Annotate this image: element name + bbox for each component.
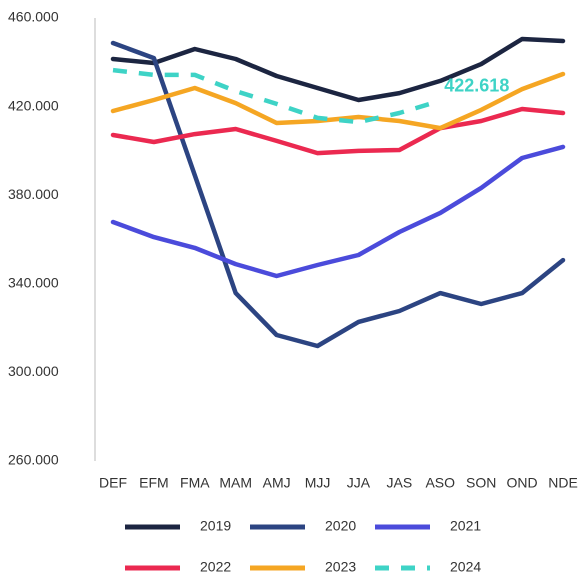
y-tick-label: 460.000 (8, 9, 59, 25)
x-tick-label: DEF (99, 475, 127, 491)
series-line (110, 36, 566, 103)
x-tick-label: OND (507, 475, 538, 491)
x-tick-label: FMA (180, 475, 210, 491)
y-tick-label: 420.000 (8, 97, 59, 113)
series-line (110, 106, 566, 156)
x-tick-label: SON (466, 475, 496, 491)
legend-label: 2019 (200, 518, 231, 534)
x-tick-label: ASO (425, 475, 455, 491)
x-tick-label: EFM (139, 475, 169, 491)
x-tick-label: JJA (347, 475, 371, 491)
series-line (110, 144, 566, 279)
x-tick-label: MJJ (305, 475, 331, 491)
y-tick-label: 300.000 (8, 363, 59, 379)
y-tick-label: 340.000 (8, 275, 59, 291)
x-tick-label: JAS (387, 475, 413, 491)
x-tick-label: MAM (219, 475, 252, 491)
legend-label: 2024 (450, 559, 481, 575)
series-line (112, 67, 441, 125)
series-line (110, 40, 566, 349)
y-tick-label: 380.000 (8, 186, 59, 202)
x-tick-label: AMJ (263, 475, 291, 491)
data-label: 422.618 (444, 76, 509, 96)
legend-label: 2021 (450, 518, 481, 534)
legend-label: 2023 (325, 559, 356, 575)
legend-label: 2020 (325, 518, 356, 534)
legend-label: 2022 (200, 559, 231, 575)
x-tick-label: NDE (548, 475, 578, 491)
series-line (110, 71, 566, 131)
y-tick-label: 260.000 (8, 452, 59, 468)
